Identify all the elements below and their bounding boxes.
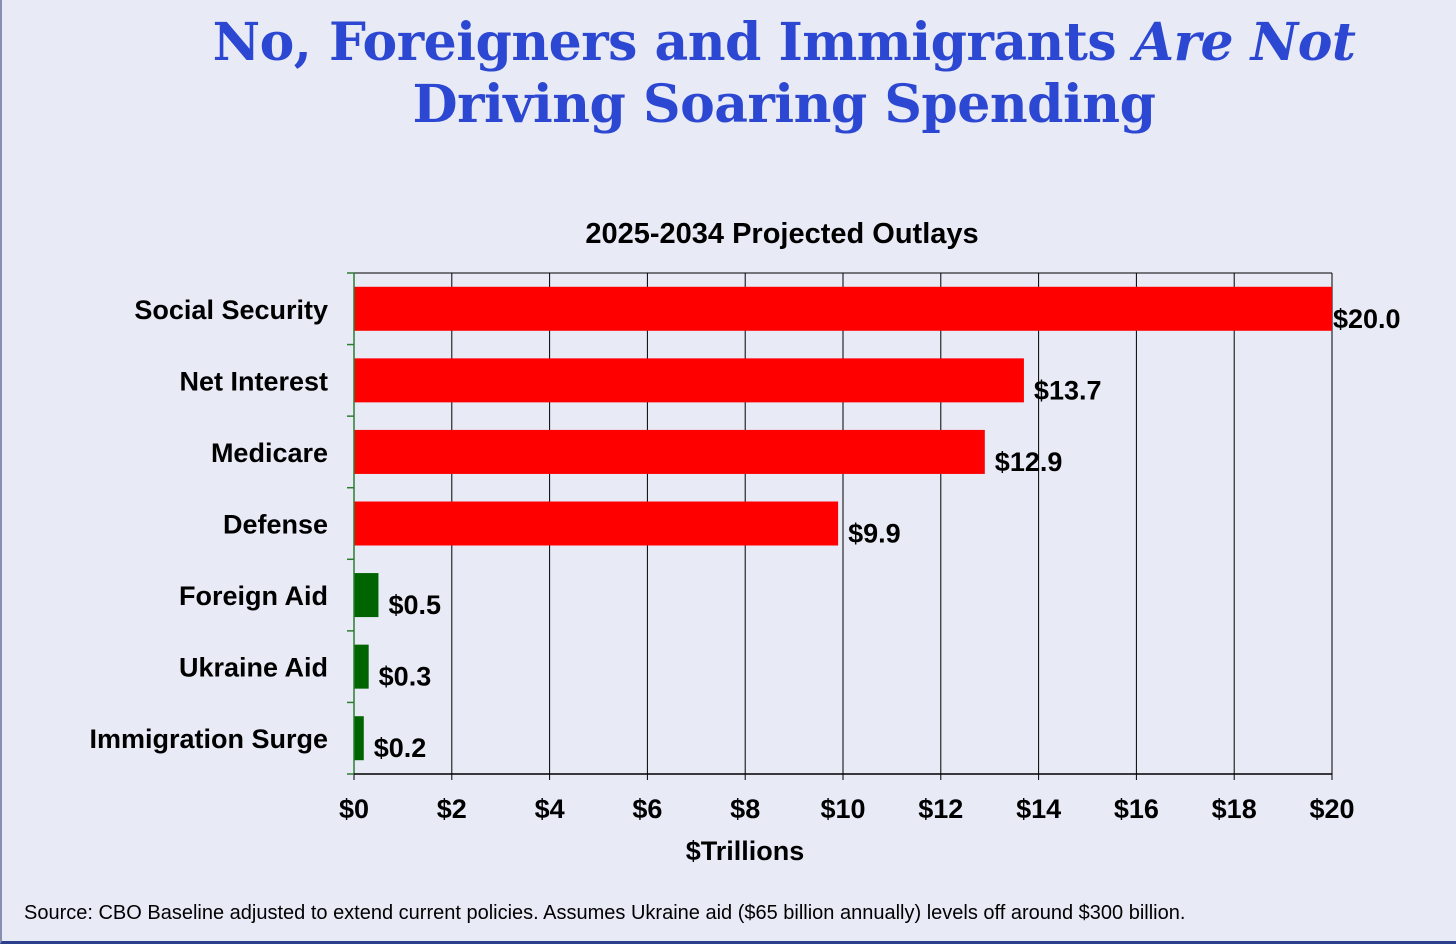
x-tick-label: $2 [437,794,467,824]
bar [354,429,985,474]
bar [354,286,1332,331]
x-tick-label: $20 [1309,794,1354,824]
x-tick-label: $18 [1212,794,1257,824]
x-tick-label: $8 [730,794,760,824]
data-label: $0.3 [379,662,432,692]
x-tick-label: $0 [339,794,369,824]
bar [354,716,364,761]
bars: $20.0 $13.7 $12.9 $9.9 $0.5 $0.3 $0.2 [354,286,1401,763]
chart-title: 2025-2034 Projected Outlays [585,218,978,250]
headline-line-2: Driving Soaring Spending [412,74,1156,135]
headline: No, Foreigners and Immigrants Are Not Dr… [112,12,1456,136]
data-label: $13.7 [1034,375,1102,405]
headline-line-1: No, Foreigners and Immigrants Are Not [112,12,1456,74]
headline-line-1-plain: No, Foreigners and Immigrants [212,12,1134,73]
x-tick-label: $16 [1114,794,1159,824]
x-tick-label: $6 [632,794,662,824]
bar [354,501,839,546]
bar [354,573,379,618]
bar [354,358,1024,403]
category-label: Net Interest [179,366,328,396]
x-tick-label: $12 [918,794,963,824]
source-note: Source: CBO Baseline adjusted to extend … [24,902,1186,924]
category-label: Immigration Surge [89,724,328,754]
bar [354,644,369,689]
category-label: Foreign Aid [179,581,328,611]
bar-chart: 2025-2034 Projected Outlays $20.0 $13.7 $1… [89,218,1401,866]
data-label: $0.2 [374,733,427,763]
axes: $0 $2 $4 $6 $8 $10 $12 $14 $16 $18 $20 Social Secur… [89,272,1355,824]
data-label: $12.9 [995,447,1063,477]
headline-line-1-italic: Are Not [1133,12,1356,73]
data-label: $9.9 [848,519,901,549]
x-axis-label: $Trillions [686,836,805,866]
category-label: Social Security [134,295,328,325]
category-label: Defense [223,510,328,540]
x-tick-label: $10 [820,794,865,824]
data-label: $20.0 [1333,304,1401,334]
category-label: Ukraine Aid [179,653,328,683]
x-tick-label: $4 [535,794,565,824]
category-label: Medicare [211,438,328,468]
data-label: $0.5 [388,590,441,620]
x-tick-label: $14 [1016,794,1061,824]
